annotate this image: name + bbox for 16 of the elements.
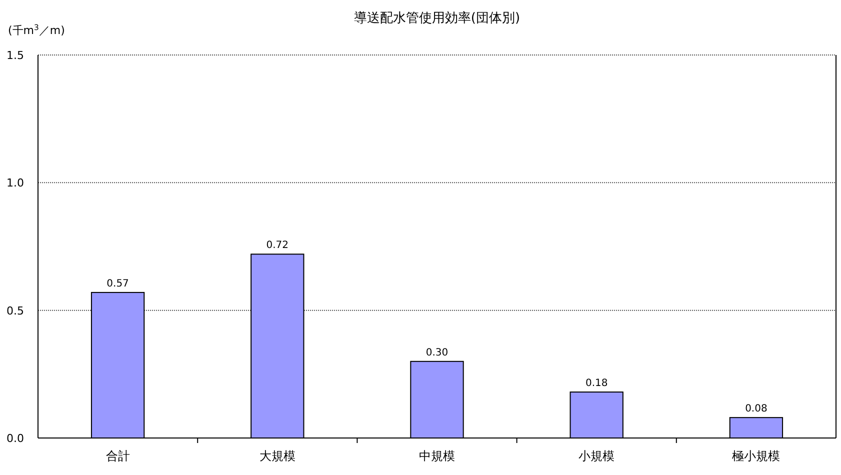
ytick: 0.5 — [6, 304, 24, 318]
xtick: 合計 — [106, 449, 130, 463]
data-label: 0.18 — [585, 378, 608, 390]
ytick: 0.0 — [6, 432, 24, 445]
xtick: 極小規模 — [732, 449, 780, 463]
ytick: 1.5 — [6, 49, 24, 62]
data-label: 0.57 — [106, 278, 129, 290]
ylabel: (千m$^{3}$／m) — [8, 22, 65, 37]
xtick: 小規模 — [578, 449, 615, 463]
data-label: 0.30 — [426, 347, 448, 358]
ytick: 1.0 — [6, 176, 24, 190]
data-label: 0.08 — [745, 404, 768, 415]
xtick: 大規模 — [259, 449, 296, 463]
data-label: 0.72 — [266, 240, 289, 252]
xtick: 中規模 — [419, 449, 455, 463]
title: 導送配水管使用効率(団体別) — [354, 11, 520, 26]
